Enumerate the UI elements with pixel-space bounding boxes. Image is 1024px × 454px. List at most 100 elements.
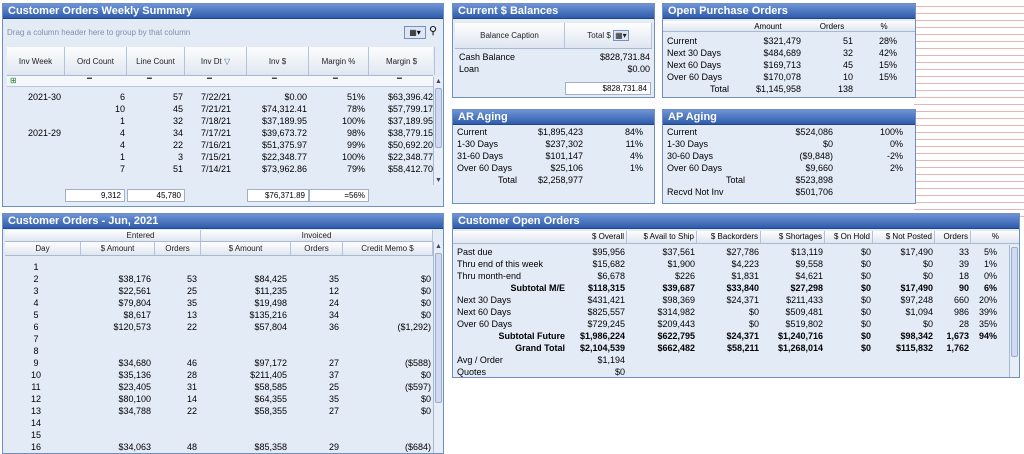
open-orders-row[interactable]: Grand Total $2,104,539 $662,482 $58,211 $1,2… [453,342,1009,354]
table-row[interactable]: 15 [5,429,433,441]
table-row[interactable]: 7 [5,333,433,345]
table-row[interactable]: 14 [5,417,433,429]
open-orders-row[interactable]: Over 60 Days $729,245 $209,443 $0 $519,802 $0… [453,318,1009,330]
table-row[interactable]: 8 [5,345,433,357]
open-orders-row[interactable]: Thru month-end $6,678 $226 $1,831 $4,621 $0 $0… [453,270,1009,282]
po-orders: 138 [837,84,853,94]
table-cell: $34,680 [118,358,151,368]
col-entered-amount[interactable]: $ Amount [81,242,155,255]
table-cell: 31 [186,382,197,392]
table-row[interactable]: 7 51 7/14/21 $73,962.86 79% $58,412.70 [7,163,433,175]
open-orders-row[interactable]: Quotes $0 [453,366,1009,377]
col-ord-count[interactable]: Ord Count [65,47,127,75]
ap-amount: $0 [822,139,833,149]
scroll-down-icon[interactable]: ▼ [435,177,442,184]
grid-menu-button[interactable]: ▦▾ [404,26,426,39]
col-overall[interactable]: $ Overall [575,231,627,243]
total-inv: $76,371.89 [247,189,309,202]
open-orders-row[interactable]: Past due $95,956 $37,561 $27,786 $13,119 $0 $1… [453,246,1009,258]
col-entered-orders[interactable]: Orders [155,242,201,255]
open-orders-row[interactable]: Subtotal Future $1,986,224 $622,795 $24,371… [453,330,1009,342]
group-by-hint[interactable]: Drag a column header here to group by th… [7,28,191,37]
table-row[interactable]: 10 $35,136 28 $211,405 37 $0 [5,369,433,381]
weekly-vscroll[interactable]: ▲ ▼ [433,77,443,185]
table-row[interactable]: 1 [5,261,433,273]
table-cell: $24,371 [726,331,759,341]
po-col-pct[interactable]: % [880,22,888,31]
col-total[interactable]: Total $ ▦▾ [565,23,652,48]
col-margin-amount[interactable]: Margin $ [369,47,435,75]
po-col-orders[interactable]: Orders [819,22,845,31]
monthly-vscroll[interactable]: ▲ [433,242,443,453]
col-orders[interactable]: Orders [935,231,971,243]
col-inv-week[interactable]: Inv Week [7,47,65,75]
ar-amount: $1,895,423 [537,127,583,137]
col-not-posted[interactable]: $ Not Posted [873,231,935,243]
ap-pct [853,174,903,186]
table-cell: $0 [420,310,431,320]
table-row[interactable]: 2 $38,176 53 $84,425 35 $0 [5,273,433,285]
table-row[interactable]: 3 $22,561 25 $11,235 12 $0 [5,285,433,297]
open-orders-row[interactable]: Next 60 Days $825,557 $314,982 $0 $509,481 $0… [453,306,1009,318]
table-row[interactable]: 2021-30 6 57 7/22/21 $0.00 51% $63,396.42 [7,91,433,103]
col-inv-dt[interactable]: Inv Dt ▽ [185,47,247,75]
table-row[interactable]: 10 45 7/21/21 $74,312.41 78% $57,799.17 [7,103,433,115]
col-invoiced-amount[interactable]: $ Amount [201,242,291,255]
po-col-amount[interactable]: Amount [754,22,782,31]
table-cell: ($597) [404,382,431,392]
table-row[interactable]: 5 $8,617 13 $135,216 34 $0 [5,309,433,321]
table-row[interactable]: 4 $79,804 35 $19,498 24 $0 [5,297,433,309]
col-on-hold[interactable]: $ On Hold [825,231,873,243]
table-cell [81,333,151,345]
table-row[interactable]: 12 $80,100 14 $64,355 35 $0 [5,393,433,405]
ar-label: Over 60 Days [457,163,513,173]
col-pct[interactable]: % [991,232,999,241]
weekly-summary-panel: Customer Orders Weekly Summary Drag a co… [2,3,444,207]
table-cell [343,261,431,273]
table-row[interactable]: 9 $34,680 46 $97,172 27 ($588) [5,357,433,369]
scroll-thumb[interactable] [435,253,442,403]
table-cell: $22,348.77 [261,152,307,162]
table-cell: $0 [860,331,871,341]
table-row[interactable]: 2021-29 4 34 7/17/21 $39,673.72 98% $38,779.15 [7,127,433,139]
table-row[interactable]: 6 $120,573 22 $57,804 36 ($1,292) [5,321,433,333]
col-shortages[interactable]: $ Shortages [761,231,825,243]
filter-row-icon[interactable]: ⊞ [10,76,17,85]
open-orders-row[interactable]: Subtotal M/E $118,315 $39,687 $33,840 $27,29… [453,282,1009,294]
table-cell: $97,172 [254,358,287,368]
scroll-thumb[interactable] [1011,247,1018,357]
table-cell: 98% [346,128,365,138]
scroll-up-icon[interactable]: ▲ [435,78,442,85]
table-cell: $74,312.41 [261,104,307,114]
col-invoiced-orders[interactable]: Orders [291,242,343,255]
open-orders-title: Customer Open Orders [453,214,1019,229]
filter-icon[interactable]: ▽ [223,57,231,66]
col-line-count[interactable]: Line Count [127,47,185,75]
col-margin-pct[interactable]: Margin % [309,47,369,75]
table-cell [971,354,997,366]
col-balance-caption[interactable]: Balance Caption [455,23,565,48]
col-avail-to-ship[interactable]: $ Avail to Ship [627,231,697,243]
po-row: Next 30 Days $484,689 32 42% [663,47,915,59]
search-icon[interactable]: ⚲ [429,25,438,37]
filter-row[interactable]: ⊞ ━ ━ ━ ━ ━ ━ [7,74,433,87]
table-row[interactable]: 11 $23,405 31 $58,585 25 ($597) [5,381,433,393]
col-inv-amount[interactable]: Inv $ [247,47,309,75]
open-orders-row[interactable]: Next 30 Days $431,421 $98,369 $24,371 $211,4… [453,294,1009,306]
scroll-thumb[interactable] [435,88,442,148]
scroll-up-icon[interactable]: ▲ [435,243,442,250]
col-credit-memo[interactable]: Credit Memo $ [343,242,433,255]
table-row[interactable]: 4 22 7/16/21 $51,375.97 99% $50,692.20 [7,139,433,151]
open-orders-vscroll[interactable] [1009,245,1019,377]
table-row[interactable]: 13 $34,788 22 $58,355 27 $0 [5,405,433,417]
table-row[interactable]: 16 $34,063 48 $85,358 29 ($684) [5,441,433,453]
open-orders-row[interactable]: Avg / Order $1,194 [453,354,1009,366]
grid-menu-icon[interactable]: ▦▾ [613,30,629,41]
table-cell: $0 [860,307,871,317]
table-row[interactable]: 1 32 7/18/21 $37,189.95 100% $37,189.95 [7,115,433,127]
col-day[interactable]: Day [5,242,81,255]
table-cell: 4 [119,128,125,138]
table-row[interactable]: 1 3 7/15/21 $22,348.77 100% $22,348.77 [7,151,433,163]
col-backorders[interactable]: $ Backorders [697,231,761,243]
open-orders-row[interactable]: Thru end of this week $15,682 $1,900 $4,223… [453,258,1009,270]
